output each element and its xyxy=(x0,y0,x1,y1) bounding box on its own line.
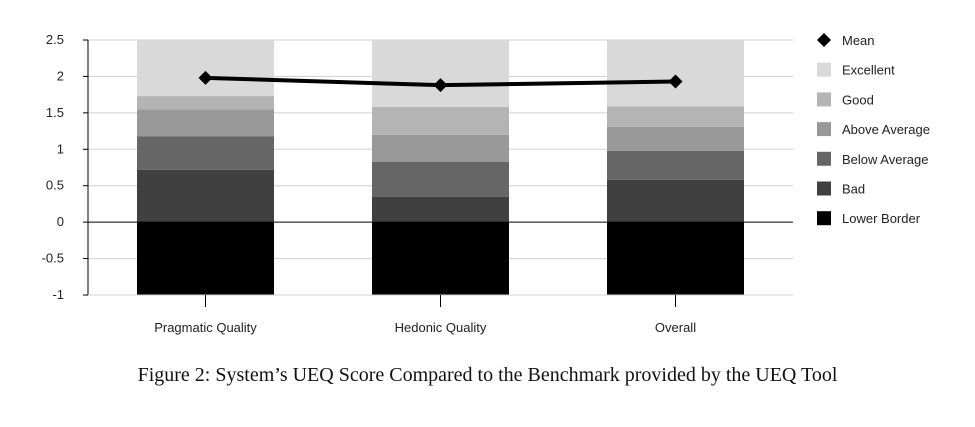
category-label: Pragmatic Quality xyxy=(154,320,257,335)
bar-good xyxy=(372,107,509,135)
bar-excellent xyxy=(137,40,274,97)
legend-swatch xyxy=(817,122,831,137)
bar-below-average xyxy=(372,161,509,197)
legend-item-bad: Bad xyxy=(817,181,865,197)
mean-marker xyxy=(668,74,683,89)
legend-swatch xyxy=(817,62,831,77)
bar-above-average xyxy=(137,109,274,137)
bar-below-average xyxy=(607,150,744,180)
legend-label: Good xyxy=(842,92,874,107)
legend-label: Excellent xyxy=(842,63,895,78)
category-label: Overall xyxy=(655,320,696,335)
mean-line xyxy=(198,70,683,93)
bar-excellent xyxy=(607,40,744,107)
legend-label: Below Average xyxy=(842,152,929,167)
bars xyxy=(137,40,744,295)
y-tick-label: -0.5 xyxy=(42,251,64,266)
figure-caption: Figure 2: System’s UEQ Score Compared to… xyxy=(137,364,838,386)
bar-above-average xyxy=(607,126,744,151)
bar-bad xyxy=(137,169,274,223)
y-tick-label: 1.5 xyxy=(46,105,64,120)
bar-excellent xyxy=(372,40,509,108)
legend-item-below-average: Below Average xyxy=(817,151,929,167)
category-label: Hedonic Quality xyxy=(395,320,487,335)
legend-item-lower-border: Lower Border xyxy=(817,211,921,226)
legend-item-excellent: Excellent xyxy=(817,63,895,78)
mean-marker xyxy=(433,78,448,93)
bar-bad xyxy=(607,179,744,223)
mean-marker xyxy=(198,70,213,85)
legend-label: Mean xyxy=(842,33,875,48)
legend-label: Above Average xyxy=(842,122,930,137)
legend-swatch xyxy=(817,92,831,107)
legend-swatch xyxy=(817,151,831,166)
y-tick-label: 2.5 xyxy=(46,32,64,47)
ueq-benchmark-chart: -1 -0.5 0 0.5 1 1.5 2 2.5 Pragmatic Quality Hedon… xyxy=(42,32,930,335)
y-tick-label: 0.5 xyxy=(46,178,64,193)
bar-below-average xyxy=(137,136,274,170)
y-tick-label: -1 xyxy=(52,287,64,302)
legend: Mean Excellent Good Above Average Below Aver… xyxy=(817,33,930,226)
legend-label: Lower Border xyxy=(842,211,921,226)
legend-label: Bad xyxy=(842,182,865,197)
legend-item-above-average: Above Average xyxy=(817,122,930,137)
legend-swatch xyxy=(817,211,831,226)
axes: -1 -0.5 0 0.5 1 1.5 2 2.5 Pragmatic Quality Hedon… xyxy=(42,32,793,335)
legend-swatch xyxy=(817,33,831,47)
bar-bad xyxy=(372,196,509,223)
bar-lower-border xyxy=(137,222,274,295)
bar-lower-border xyxy=(372,222,509,295)
bar-above-average xyxy=(372,134,509,162)
y-tick-label: 1 xyxy=(57,141,64,156)
bar-lower-border xyxy=(607,222,744,295)
legend-item-mean: Mean xyxy=(817,33,875,48)
y-tick-label: 0 xyxy=(57,214,64,229)
bar-good xyxy=(607,106,744,127)
bar-good xyxy=(137,96,274,110)
legend-item-good: Good xyxy=(817,92,874,107)
legend-swatch xyxy=(817,181,831,196)
y-tick-label: 2 xyxy=(57,68,64,83)
